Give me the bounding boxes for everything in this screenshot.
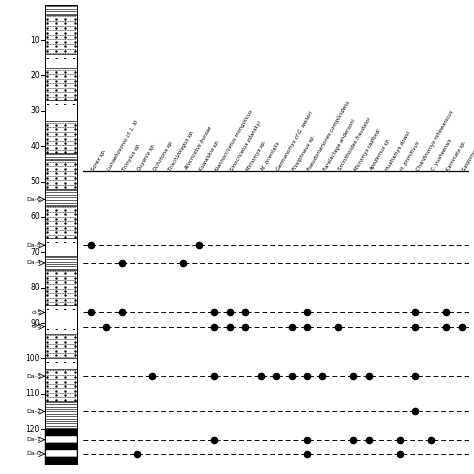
Bar <box>45 5 77 465</box>
Text: 100: 100 <box>26 354 40 363</box>
Text: M. orientalis: M. orientalis <box>261 141 281 172</box>
Text: Da-4: Da-4 <box>27 260 42 265</box>
Text: Allocricetus bursae: Allocricetus bursae <box>183 126 213 172</box>
Bar <box>45 401 77 429</box>
Bar <box>45 206 77 238</box>
Bar <box>45 457 77 465</box>
Bar <box>45 334 77 358</box>
Text: Nannocricetus mongolicus: Nannocricetus mongolicus <box>214 109 254 172</box>
Bar <box>45 429 77 465</box>
Text: 120: 120 <box>26 425 40 434</box>
Text: Germanomys cf.G. weileri: Germanomys cf.G. weileri <box>276 110 314 172</box>
Text: Micromys radfordi: Micromys radfordi <box>353 128 382 172</box>
Text: Sorex sp.: Sorex sp. <box>91 148 107 172</box>
Bar <box>45 270 77 305</box>
Text: Da-6: Da-6 <box>27 197 42 202</box>
Bar <box>45 153 77 160</box>
Text: 90: 90 <box>30 319 40 328</box>
Text: 80: 80 <box>30 283 40 292</box>
Bar <box>45 369 77 401</box>
Text: Da-3: Da-3 <box>27 374 42 379</box>
Bar <box>45 429 77 436</box>
Text: d-3: d-3 <box>31 324 42 329</box>
Text: Da-5: Da-5 <box>27 243 42 248</box>
Bar <box>45 68 77 100</box>
Text: 20: 20 <box>30 71 40 80</box>
Text: Mimomys sp.: Mimomys sp. <box>245 139 267 172</box>
Bar <box>45 189 77 206</box>
Bar <box>45 436 77 443</box>
Text: Da-2: Da-2 <box>27 409 42 414</box>
Text: Lunaehosoros cf. L. III: Lunaehosoros cf. L. III <box>106 120 139 172</box>
Bar <box>45 160 77 189</box>
Text: Trimylus sp.: Trimylus sp. <box>121 142 142 172</box>
Bar <box>45 54 77 68</box>
Text: Apodemus sp.: Apodemus sp. <box>369 137 392 172</box>
Text: Ochotona sp.: Ochotona sp. <box>153 139 174 172</box>
Text: 10: 10 <box>30 36 40 45</box>
Text: Saidomys sp.: Saidomys sp. <box>462 139 474 172</box>
Text: Da-0: Da-0 <box>27 451 42 456</box>
Bar <box>45 15 77 54</box>
Bar <box>45 100 77 121</box>
Bar <box>45 121 77 153</box>
Text: Kaminata sp.: Kaminata sp. <box>446 139 468 172</box>
Text: Trischizolagus sp.: Trischizolagus sp. <box>168 129 196 172</box>
Text: 30: 30 <box>30 106 40 115</box>
Text: Paralactaga andersoni: Paralactaga andersoni <box>322 118 356 172</box>
Text: Plosiphneus sp.: Plosiphneus sp. <box>292 134 316 172</box>
Bar <box>45 256 77 270</box>
Bar <box>45 238 77 256</box>
Text: 60: 60 <box>30 212 40 221</box>
Text: 70: 70 <box>30 248 40 257</box>
Bar <box>45 358 77 369</box>
Text: Chardinomys nihewanicus: Chardinomys nihewanicus <box>415 109 454 172</box>
Text: Quyania sp.: Quyania sp. <box>137 142 157 172</box>
Text: d-5: d-5 <box>31 310 42 315</box>
Text: Kowalskia sp.: Kowalskia sp. <box>199 138 221 172</box>
Bar <box>45 443 77 450</box>
Text: Sinocricetus zdanskyi: Sinocricetus zdanskyi <box>230 120 263 172</box>
Text: 110: 110 <box>26 389 40 398</box>
Text: Pseudomeriones complicidens: Pseudomeriones complicidens <box>307 100 351 172</box>
Bar <box>45 5 77 15</box>
Bar <box>45 305 77 334</box>
Text: Da-1: Da-1 <box>27 437 42 442</box>
Text: Sminithoides fraudator: Sminithoides fraudator <box>338 117 373 172</box>
Text: Huatiamys dowsi: Huatiamys dowsi <box>384 130 411 172</box>
Text: H. primitivus: H. primitivus <box>400 140 421 172</box>
Text: C. yusheensis: C. yusheensis <box>430 138 453 172</box>
Bar <box>45 450 77 457</box>
Text: 40: 40 <box>30 142 40 151</box>
Text: 50: 50 <box>30 177 40 186</box>
